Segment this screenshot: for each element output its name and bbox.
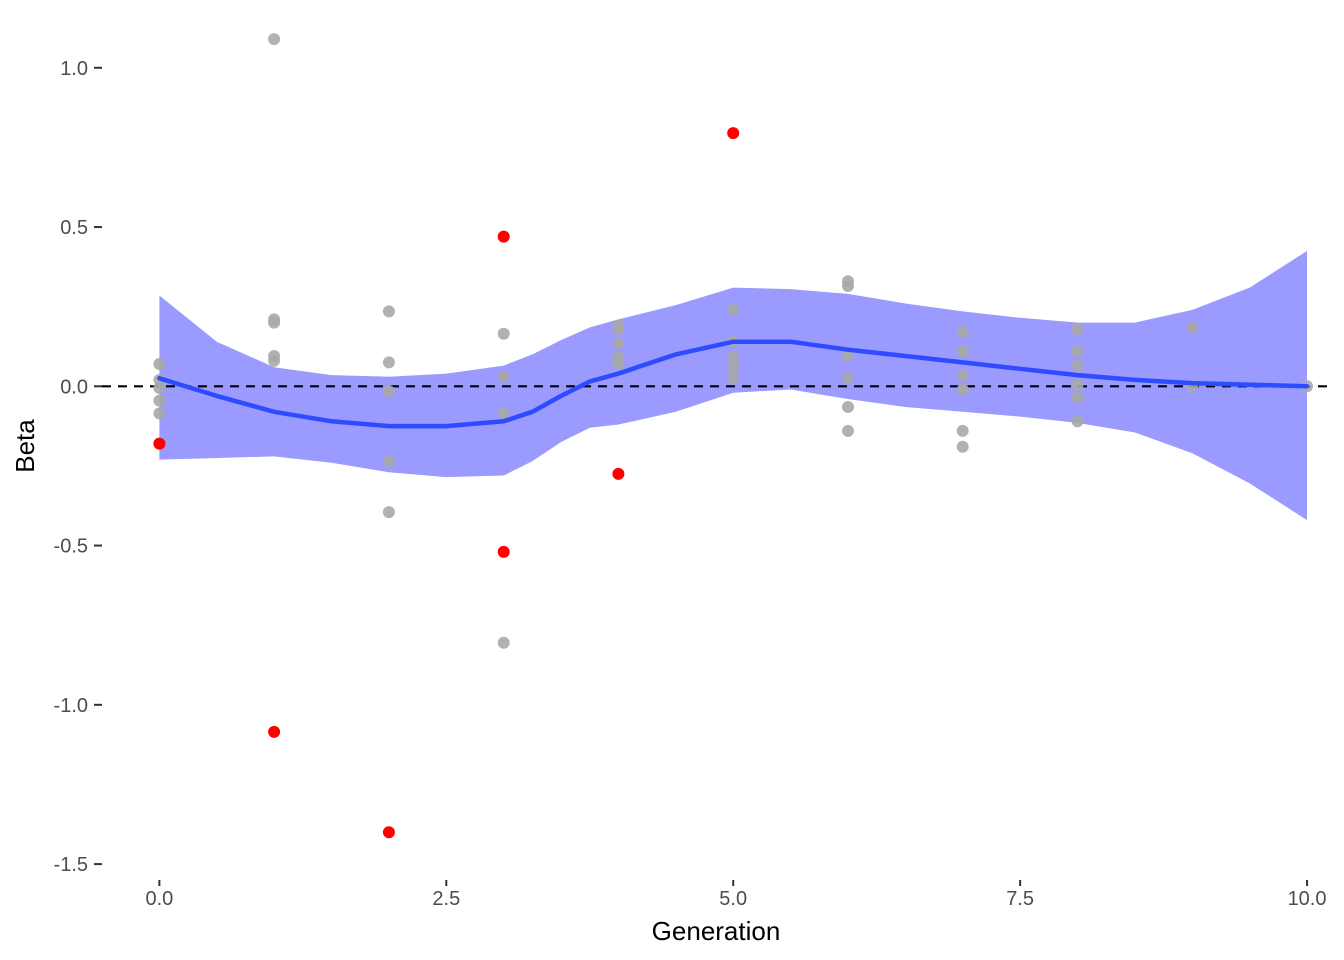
x-tick-label: 10.0 xyxy=(1288,888,1327,910)
points-layer xyxy=(153,33,1313,839)
data-point xyxy=(497,407,510,420)
data-point xyxy=(382,455,395,468)
data-point xyxy=(382,305,395,318)
x-tick-label: 7.5 xyxy=(1006,888,1034,910)
x-tick-label: 2.5 xyxy=(432,888,460,910)
data-point xyxy=(612,358,625,370)
data-point xyxy=(727,303,740,316)
axes-layer: 1.0 0.5 0.0 -0.5 -1.0 -1.5 0.0 2.5 5.0 7.5 10.0 xyxy=(54,58,1327,910)
data-point xyxy=(1186,321,1199,334)
y-axis-title: Beta xyxy=(10,419,40,473)
data-point xyxy=(268,316,281,329)
data-point xyxy=(1071,378,1084,391)
data-point xyxy=(956,383,969,396)
data-point xyxy=(153,358,166,370)
data-point xyxy=(268,33,281,46)
highlight-data-point xyxy=(382,826,395,839)
data-point xyxy=(612,323,625,335)
data-point xyxy=(497,370,510,383)
y-tick-label: 0.0 xyxy=(60,376,88,398)
data-point xyxy=(268,354,281,367)
smooth-line-layer xyxy=(157,339,1310,429)
smooth-fit-line xyxy=(157,339,1310,429)
data-point xyxy=(956,424,969,437)
y-tick-label: 0.5 xyxy=(60,217,88,239)
data-point xyxy=(497,636,510,649)
data-point xyxy=(956,369,969,382)
data-point xyxy=(956,345,969,358)
y-tick-label: -1.5 xyxy=(54,854,88,876)
highlight-data-point xyxy=(727,127,740,140)
data-point xyxy=(842,401,854,413)
data-point xyxy=(842,372,854,385)
data-point xyxy=(497,327,510,340)
data-point xyxy=(1071,323,1084,335)
highlight-data-point xyxy=(612,467,625,480)
data-point xyxy=(612,337,625,350)
y-tick-label: -1.0 xyxy=(54,695,88,717)
data-point xyxy=(1071,415,1084,428)
data-point xyxy=(1071,359,1084,372)
y-tick-label: 1.0 xyxy=(60,58,88,80)
data-point xyxy=(153,407,166,420)
x-tick-label: 0.0 xyxy=(145,888,173,910)
data-point xyxy=(727,351,740,364)
data-point xyxy=(1071,345,1084,358)
highlight-data-point xyxy=(497,230,510,243)
data-point xyxy=(842,424,854,437)
data-point xyxy=(382,385,395,398)
x-axis-title: Generation xyxy=(652,916,781,946)
data-point xyxy=(1071,391,1084,404)
data-point xyxy=(956,326,969,339)
x-tick-label: 5.0 xyxy=(719,888,747,910)
data-point xyxy=(382,506,395,519)
data-point xyxy=(956,440,969,453)
data-point xyxy=(153,381,166,394)
data-point xyxy=(842,280,854,292)
highlight-data-point xyxy=(497,545,510,558)
data-point xyxy=(727,372,740,385)
y-tick-label: -0.5 xyxy=(54,536,88,558)
data-point xyxy=(153,394,166,407)
highlight-data-point xyxy=(153,437,166,450)
highlight-data-point xyxy=(268,725,281,738)
data-point xyxy=(727,361,740,374)
data-point xyxy=(842,350,854,362)
data-point xyxy=(382,356,395,369)
